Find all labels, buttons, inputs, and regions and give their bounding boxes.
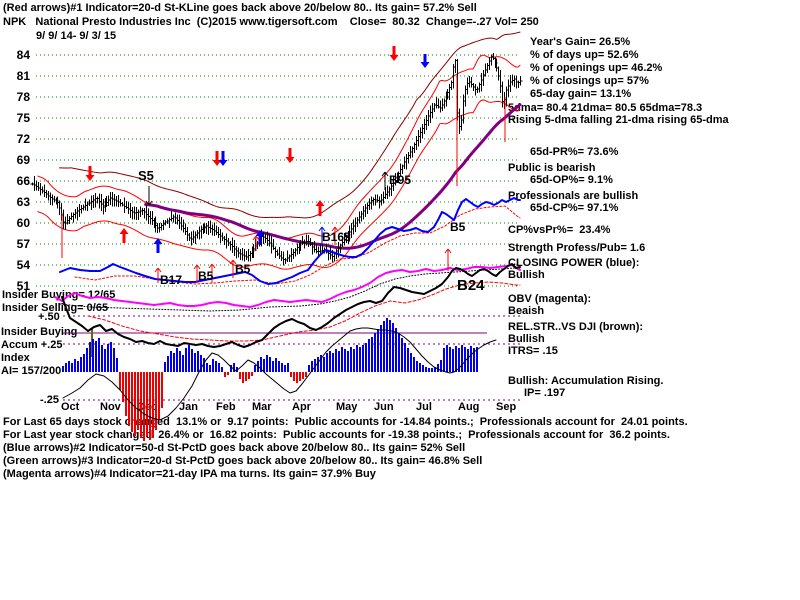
- month-label: Jul: [416, 401, 432, 413]
- price-axis-label: 63: [16, 195, 30, 209]
- price-axis-label: 54: [16, 258, 30, 272]
- signal-arrows: [85, 46, 452, 283]
- up-arrow-icon: [153, 238, 163, 253]
- signal-labels: S5 B17 B5 B5 B165 B95 B5 B24: [138, 168, 485, 294]
- month-label: Feb: [216, 401, 236, 413]
- signal-label: S5: [138, 168, 154, 183]
- up-arrow-icon: [315, 200, 325, 216]
- footer-line: For Last year stock changed 26.4% or 16.…: [3, 429, 670, 441]
- signal-label: B17: [160, 273, 182, 287]
- left-label: Accum +.25: [1, 339, 63, 351]
- stat-row: CP%vsPr%= 23.4%: [508, 224, 611, 236]
- signal-label: B5: [198, 269, 214, 283]
- signal-label: B5: [450, 220, 466, 234]
- stat-row: 65-day gain= 13.1%: [530, 88, 632, 100]
- left-label: -.25: [40, 394, 59, 406]
- down-arrow-icon: [218, 151, 228, 166]
- left-label: Index: [1, 352, 30, 364]
- stat-row: Beaish: [508, 305, 545, 317]
- stat-row: Rising 5-dma falling 21-dma rising 65-dm…: [508, 114, 729, 126]
- month-label: Aug: [458, 401, 480, 413]
- stat-row: % of days up= 52.6%: [530, 49, 639, 61]
- ohlc-price-bars: [30, 52, 523, 266]
- signal-label: B95: [389, 173, 411, 187]
- left-label: Insider Buying= 12/65: [2, 289, 116, 301]
- price-axis-label: 81: [16, 69, 30, 83]
- price-axis-label: 75: [16, 111, 30, 125]
- down-arrow-icon: [420, 54, 430, 68]
- stat-row: Bullish: [508, 269, 545, 281]
- stat-row: REL.STR..VS DJI (brown):: [508, 321, 644, 333]
- footer-line: (Blue arrows)#2 Indicator=50-d St-PctD g…: [3, 442, 466, 454]
- stat-row: 65d-OP%= 9.1%: [530, 174, 613, 186]
- stat-row: % of openings up= 46.2%: [530, 62, 663, 74]
- stat-row: CLOSING POWER (blue):: [508, 257, 640, 269]
- down-arrow-icon: [85, 166, 95, 181]
- month-label: Mar: [252, 401, 272, 413]
- footer-line: (Magenta arrows)#4 Indicator=21-day IPA …: [3, 468, 376, 480]
- stat-row: Bullish: Accumulation Rising.: [508, 375, 664, 387]
- price-bands: [37, 31, 521, 270]
- up-arrow-icon: [119, 228, 129, 243]
- indicator-lines: [54, 197, 521, 348]
- stat-row: ITRS= .15: [508, 345, 558, 357]
- month-label: Nov: [100, 401, 121, 413]
- price-gridlines: [36, 54, 520, 287]
- histogram-level-lines: [63, 315, 520, 401]
- signal-label: B5: [235, 262, 251, 276]
- footer-line: For Last 65 days stock changed 13.1% or …: [3, 416, 688, 428]
- ticker-title-line: NPK National Presto Industries Inc (C)20…: [3, 16, 539, 28]
- up-arrow-icon: [255, 230, 265, 245]
- event-drop-lines: [61, 76, 506, 258]
- down-arrow-icon: [389, 46, 399, 61]
- down-arrow-icon: [285, 148, 295, 163]
- signal-label: B165: [322, 230, 351, 244]
- stat-row: Bullish: [508, 333, 545, 345]
- month-label: Oct: [61, 401, 80, 413]
- price-axis-label: 60: [16, 216, 30, 230]
- stat-row: 5dma= 80.4 21dma= 80.5 65dma=78.3: [508, 102, 703, 114]
- signal-label: B24: [457, 277, 485, 294]
- month-label: Apr: [292, 401, 311, 413]
- ma65-line: [144, 103, 522, 250]
- stat-row: OBV (magenta):: [508, 293, 592, 305]
- price-axis-label: 69: [16, 153, 30, 167]
- left-label: +.50: [38, 311, 60, 323]
- stat-row: Year's Gain= 26.5%: [530, 36, 631, 48]
- indicator1-summary-line: (Red arrows)#1 Indicator=20-d St-KLine g…: [3, 2, 477, 14]
- month-label: Jan: [179, 401, 198, 413]
- price-axis-label: 78: [16, 90, 30, 104]
- stat-row: Public is bearish: [508, 162, 596, 174]
- month-label: Jun: [374, 401, 394, 413]
- footer-line: (Green arrows)#3 Indicator=20-d St-PctD …: [3, 455, 483, 467]
- stat-row: 65d-CP%= 97.1%: [530, 202, 619, 214]
- price-axis-label: 84: [16, 48, 30, 62]
- left-label: AI= 157/200: [1, 365, 62, 377]
- down-arrow-icon: [212, 151, 222, 166]
- stat-row: % of closings up= 57%: [530, 75, 649, 87]
- month-label: Dec: [137, 401, 158, 413]
- left-label: Insider Buying: [1, 326, 78, 338]
- stat-row: Professionals are bullish: [508, 190, 639, 202]
- date-range: 9/ 9/ 14- 9/ 3/ 15: [36, 30, 117, 42]
- price-axis-label: 66: [16, 174, 30, 188]
- price-axis-label: 57: [16, 237, 30, 251]
- price-axis-label: 51: [16, 279, 30, 293]
- stat-row: Strength Profess/Pub= 1.6: [508, 242, 646, 254]
- month-label: May: [336, 401, 358, 413]
- price-axis-label: 72: [16, 132, 30, 146]
- stat-row: IP= .197: [524, 387, 566, 399]
- month-label: Sep: [496, 401, 517, 413]
- stat-row: 65d-PR%= 73.6%: [530, 146, 619, 158]
